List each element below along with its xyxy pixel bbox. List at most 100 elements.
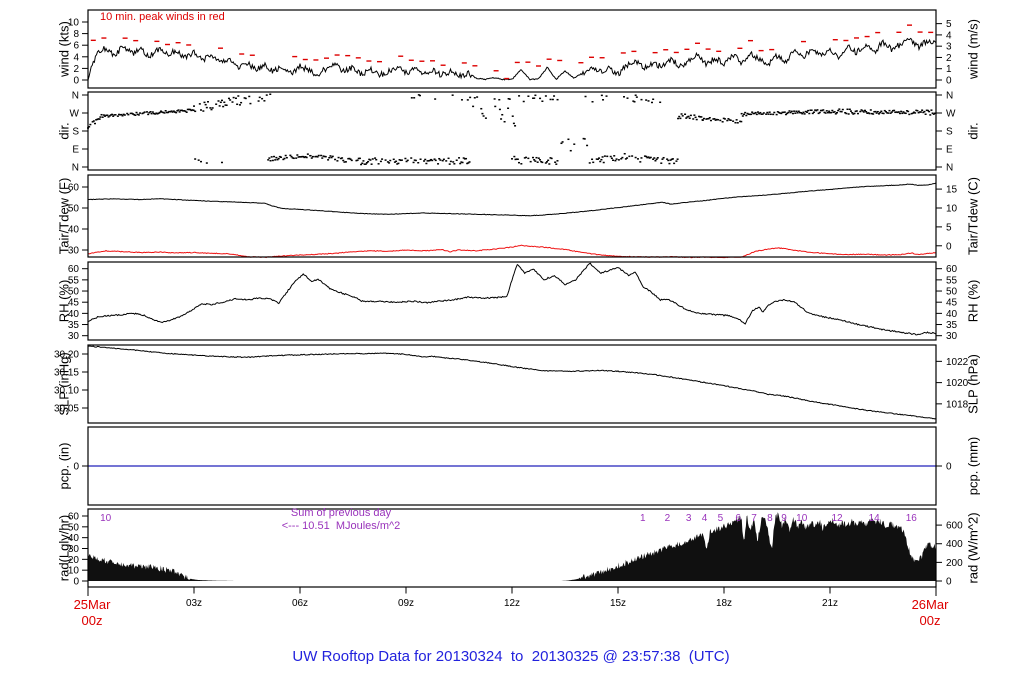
dir-scatter-point (694, 116, 697, 119)
dir-scatter-point (123, 114, 126, 116)
dir-scatter-point (142, 112, 145, 114)
dir-scatter-point (609, 155, 612, 158)
dir-scatter-point (362, 160, 365, 162)
slp-right-tick-label: 1020 (946, 378, 969, 389)
dir-scatter-point (830, 111, 833, 114)
dir-scatter-point (534, 94, 537, 97)
dir-scatter-point (673, 162, 676, 165)
ylabel-left-wind: wind (kts) (56, 21, 72, 77)
dir-scatter-point (236, 103, 239, 106)
dir-scatter-point (203, 101, 206, 104)
dir-scatter-point (854, 110, 857, 113)
dir-scatter-point (278, 155, 281, 158)
dir-scatter-point (716, 119, 719, 121)
rad-left-tick-label: 20 (68, 555, 80, 566)
rad-sum-marker: 10 (796, 513, 808, 524)
tair-right-tick-label: 10 (946, 203, 958, 214)
dir-scatter-point (780, 112, 783, 115)
dir-scatter-point (632, 100, 635, 102)
dir-scatter-point (591, 158, 594, 161)
rad-sum-marker: 14 (869, 513, 881, 524)
dir-scatter-point (180, 109, 183, 112)
dir-scatter-point (919, 111, 922, 113)
ylabel-right-slp: SLP (hPa) (965, 354, 981, 414)
dir-scatter-point (916, 109, 919, 112)
dir-scatter-point (238, 104, 241, 106)
dir-scatter-point (762, 112, 765, 114)
dir-scatter-point (742, 113, 745, 116)
dir-scatter-point (712, 118, 715, 120)
dir-scatter-point (96, 118, 99, 121)
dir-scatter-point (766, 111, 769, 114)
dir-scatter-point (698, 115, 701, 118)
dir-scatter-point (788, 110, 791, 112)
dir-scatter-point (159, 110, 162, 112)
x-tick-label: 12z (504, 598, 520, 609)
dir-scatter-point (114, 114, 117, 116)
dir-scatter-point (647, 156, 650, 158)
dir-scatter-point (460, 99, 463, 101)
dir-scatter-point (654, 159, 657, 162)
dir-scatter-point (692, 118, 695, 120)
dir-scatter-point (112, 115, 115, 117)
rad-sum-marker: 7 (751, 513, 757, 524)
dir-scatter-point (120, 113, 123, 116)
dir-scatter-point (412, 161, 415, 164)
dir-scatter-point (544, 162, 547, 164)
ylabel-right-tair: Tair/Tdew (C) (965, 176, 981, 256)
rad-left-tick-label: 50 (68, 522, 80, 533)
dir-scatter-point (631, 155, 634, 157)
rad-sum-marker: 1 (640, 513, 646, 524)
dir-scatter-point (229, 99, 232, 101)
dir-scatter-point (341, 157, 344, 159)
dir-scatter-point (817, 112, 820, 115)
tair-right-tick-label: 0 (946, 241, 952, 252)
dir-scatter-point (702, 117, 705, 120)
dir-scatter-point (656, 157, 659, 159)
dir-scatter-point (882, 112, 885, 115)
x-tick-label: 21z (822, 598, 838, 609)
dir-scatter-point (732, 120, 735, 122)
dir-scatter-point (708, 116, 711, 119)
dir-scatter-point (685, 117, 688, 119)
dir-scatter-point (541, 161, 544, 164)
dir-scatter-point (161, 111, 164, 113)
dir-scatter-point (183, 110, 186, 112)
dir-scatter-point (396, 163, 399, 165)
dir-scatter-point (277, 157, 280, 160)
dir-scatter-point (330, 156, 333, 159)
dir-scatter-point (804, 110, 807, 113)
dir-scatter-point (304, 156, 307, 158)
dir-scatter-point (794, 112, 797, 114)
dir-scatter-point (646, 156, 649, 159)
dir-scatter-point (280, 156, 283, 158)
dir-scatter-point (531, 156, 534, 159)
tair-right-tick-label: 5 (946, 222, 952, 233)
dir-right-tick-label: N (946, 91, 953, 102)
dir-scatter-point (476, 96, 479, 98)
dir-scatter-point (192, 109, 195, 112)
dir-scatter-point (741, 115, 744, 117)
dir-scatter-point (156, 113, 159, 115)
dir-scatter-point (787, 111, 790, 114)
dir-scatter-point (713, 118, 716, 120)
dir-scatter-point (268, 157, 271, 159)
rad-left-tick-label: 60 (68, 511, 80, 522)
dir-scatter-point (598, 157, 601, 159)
dir-scatter-point (223, 101, 226, 104)
dir-scatter-point (917, 111, 920, 114)
x-tick-label: 15z (610, 598, 626, 609)
dir-scatter-point (639, 161, 642, 163)
dir-scatter-point (498, 108, 501, 111)
dir-scatter-point (97, 118, 100, 120)
dir-scatter-point (231, 101, 234, 103)
dir-scatter-point (217, 100, 220, 102)
dir-scatter-point (814, 109, 817, 111)
dir-scatter-point (347, 157, 350, 160)
ylabel-right-rad: rad (W/m^2) (965, 512, 981, 584)
dir-scatter-point (98, 118, 101, 120)
dir-scatter-point (554, 161, 557, 163)
dir-scatter-point (417, 94, 420, 96)
dir-scatter-point (132, 113, 135, 115)
